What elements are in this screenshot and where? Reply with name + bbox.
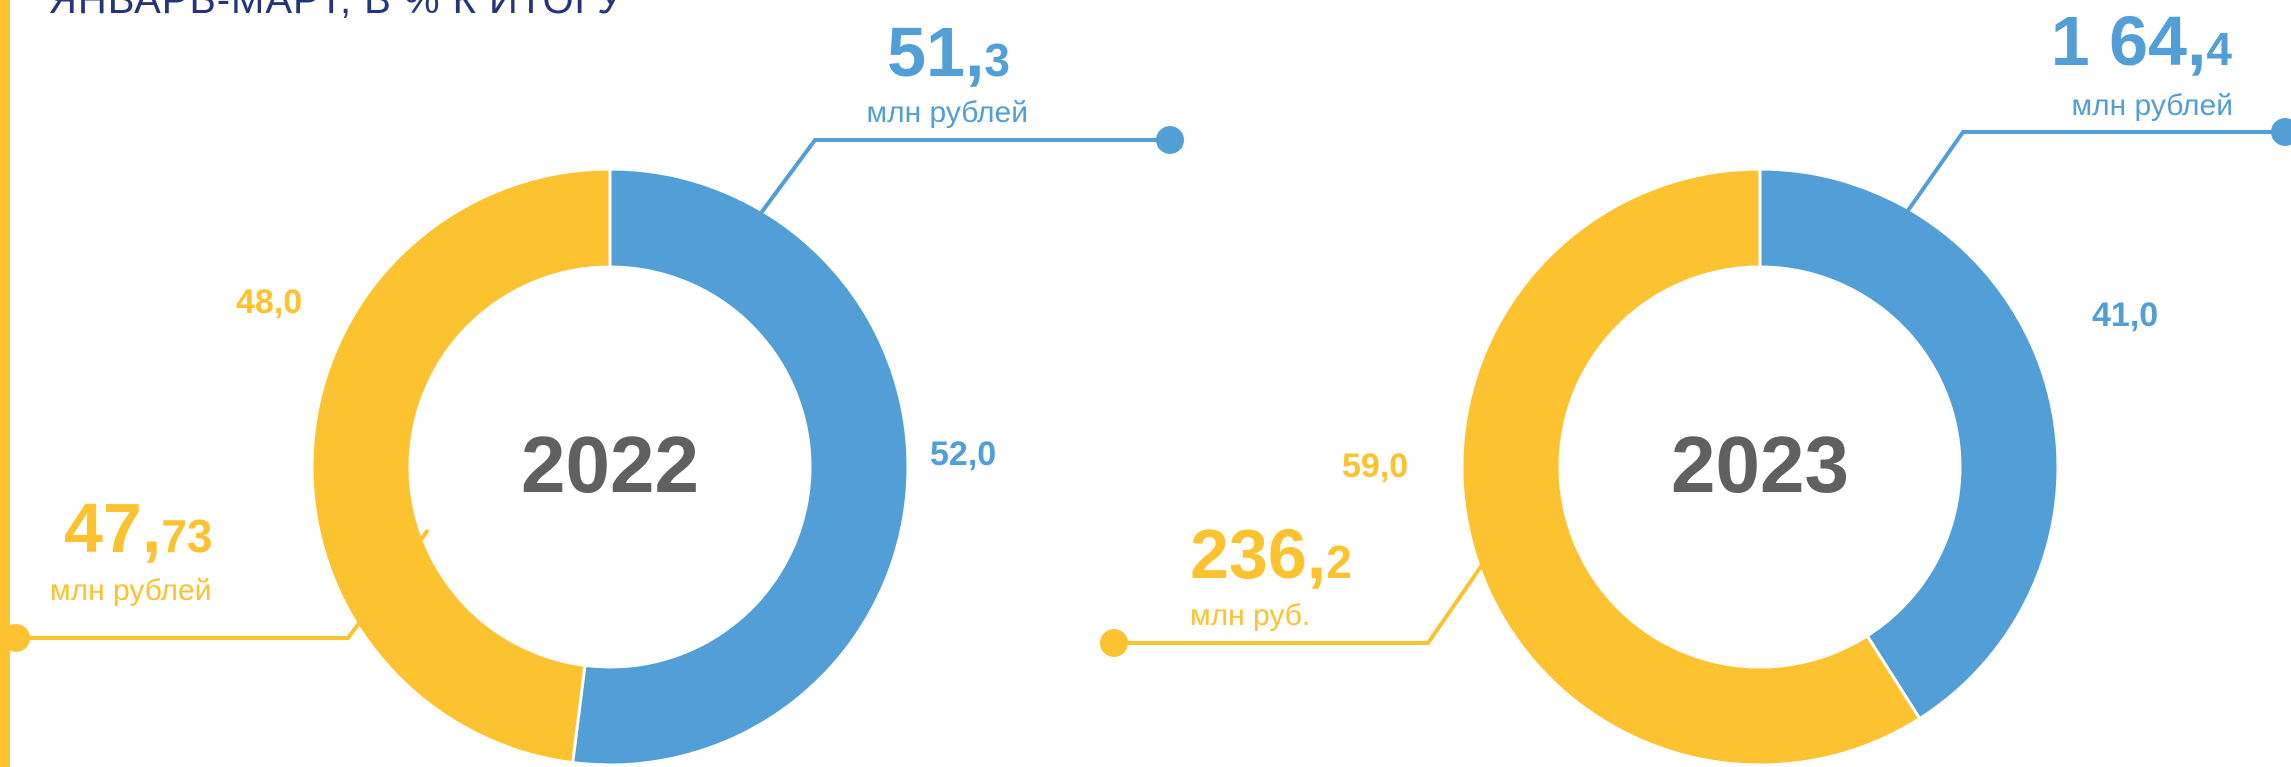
callout-dot-2022-yellow <box>2 624 30 652</box>
amount-2023-blue: 1 64,4 <box>2051 2 2233 80</box>
amount-2022-yellow: 47,73 <box>64 489 212 567</box>
slice-2023-yellow <box>1460 167 1922 767</box>
callout-line-2023-blue <box>1905 130 2285 214</box>
callout-line-2022-blue <box>759 138 1170 215</box>
amount-int-2023-blue: 1 64, <box>2051 2 2207 80</box>
left-accent-bar <box>0 0 10 767</box>
amount-dec-2023-blue: 4 <box>2206 23 2232 75</box>
callout-dot-2023-blue <box>2271 118 2291 146</box>
amount-unit-2023-blue: млн рублей <box>2072 89 2234 122</box>
percent-label-2023-blue: 41,0 <box>2092 296 2158 334</box>
year-label-2023: 2023 <box>1671 420 1849 509</box>
year-label-2022: 2022 <box>521 420 699 509</box>
amount-2023-yellow: 236,2 <box>1190 515 1352 593</box>
amount-int-2022-yellow: 47, <box>64 489 161 567</box>
amount-unit-2022-blue: млн рублей <box>867 96 1029 129</box>
callout-line-2023-yellow <box>1114 563 1484 645</box>
donut-2022: 2022 52,0 48,0 51,3 млн рублей 47,73 млн… <box>2 13 1184 767</box>
slice-2022-blue <box>570 167 910 767</box>
percent-label-2023-yellow: 59,0 <box>1342 447 1408 485</box>
callout-line-2022-yellow <box>16 528 430 640</box>
amount-unit-2023-yellow: млн руб. <box>1190 599 1310 632</box>
amount-int-2023-yellow: 236, <box>1190 515 1326 593</box>
amount-int-2022-blue: 51, <box>887 13 984 91</box>
chart-title: ЯНВАРЬ-МАРТ, В % К ИТОГУ <box>48 0 624 22</box>
amount-unit-2022-yellow: млн рублей <box>50 574 212 607</box>
slice-2022-yellow <box>310 167 612 765</box>
amount-2022-blue: 51,3 <box>887 13 1010 91</box>
donut-2023: 2023 41,0 59,0 1 64,4 млн рублей 236,2 м… <box>1100 2 2291 767</box>
percent-label-2022-yellow: 48,0 <box>236 283 302 321</box>
amount-dec-2022-blue: 3 <box>984 34 1010 86</box>
amount-dec-2022-yellow: 73 <box>161 510 212 562</box>
percent-label-2022-blue: 52,0 <box>930 435 996 473</box>
slice-2023-blue <box>1758 167 2060 721</box>
amount-dec-2023-yellow: 2 <box>1326 536 1352 588</box>
callout-dot-2022-blue <box>1156 126 1184 154</box>
callout-dot-2023-yellow <box>1100 629 1128 657</box>
